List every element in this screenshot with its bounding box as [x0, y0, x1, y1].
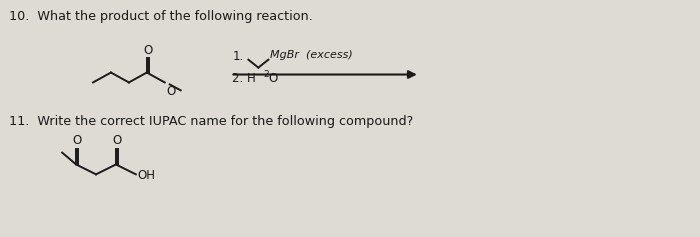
Text: O: O: [167, 85, 176, 98]
Text: OH: OH: [138, 169, 156, 182]
Text: O: O: [112, 134, 122, 147]
Text: MgBr  (excess): MgBr (excess): [270, 50, 353, 60]
Text: 2. H: 2. H: [232, 72, 256, 85]
Text: O: O: [144, 44, 153, 57]
Text: 1.: 1.: [232, 50, 244, 63]
Text: 10.  What the product of the following reaction.: 10. What the product of the following re…: [9, 10, 313, 23]
Text: O: O: [73, 134, 82, 147]
Text: O: O: [268, 72, 278, 85]
Text: 11.  Write the correct IUPAC name for the following compound?: 11. Write the correct IUPAC name for the…: [9, 115, 414, 128]
Text: 2: 2: [263, 70, 269, 79]
